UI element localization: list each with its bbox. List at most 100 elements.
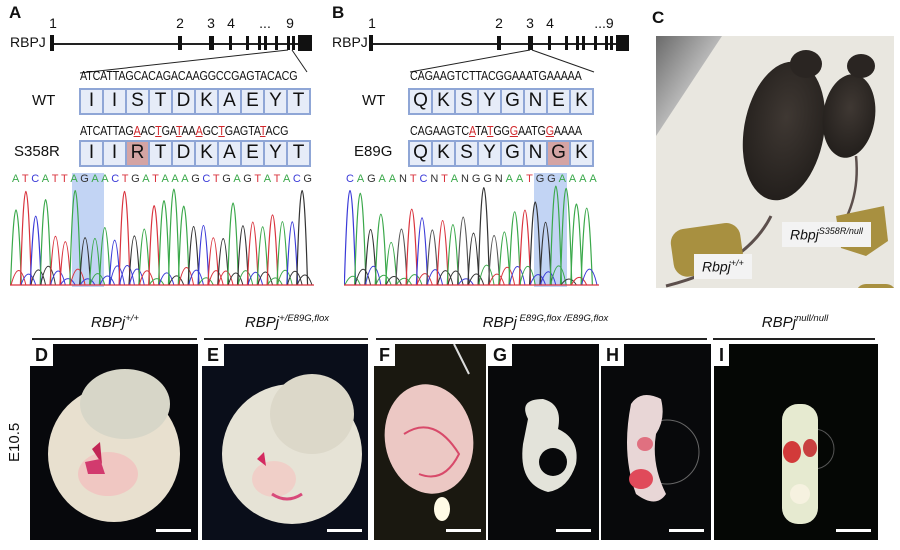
mice-illustration: [656, 36, 894, 288]
gene-name-a: RBPJ: [10, 34, 46, 50]
base-call: G: [191, 173, 200, 185]
base-call: T: [526, 173, 533, 185]
amino-acid-cell: I: [104, 90, 125, 113]
base-call: A: [568, 173, 577, 185]
mutated-base: T: [218, 124, 225, 138]
gene-name-b: RBPJ: [332, 34, 368, 50]
base-call: G: [243, 173, 252, 185]
exon-label-1: 1: [368, 15, 376, 31]
amino-acid-cell: K: [571, 142, 592, 165]
base-call: T: [21, 173, 29, 185]
amino-acid-cell: G: [548, 142, 569, 165]
mutated-base: G: [545, 124, 554, 138]
base-call: A: [450, 173, 459, 185]
embryo-panel-i: I: [714, 344, 878, 540]
genotype-header-null: RBPjnull/null: [761, 313, 829, 331]
mutant-row-label: S358R: [14, 143, 60, 160]
mutated-base: A: [468, 124, 476, 138]
genotype-header-het-e89g: RBPj+/E89G,flox: [244, 313, 330, 331]
amino-acid-cell: R: [127, 142, 148, 165]
exon-label-9: ...9: [594, 15, 614, 31]
scale-bar: [669, 529, 704, 532]
base-call: G: [535, 173, 545, 185]
chromatogram-trace: [10, 188, 314, 286]
amino-acid-cell: Y: [265, 142, 286, 165]
mutant-row-label: E89G: [354, 143, 393, 160]
amino-acid-cell: N: [525, 90, 546, 113]
amino-acid-cell: E: [242, 90, 263, 113]
mutant-dna-sequence: ATCATTAGAACTGATAAAGCTGAGTATACG: [80, 124, 289, 138]
amino-acid-cell: A: [219, 90, 240, 113]
exon-label-3: 3: [526, 15, 534, 31]
embryo-image: [222, 374, 362, 524]
scale-bar: [446, 529, 481, 532]
base-call: A: [142, 173, 150, 185]
base-call: A: [101, 173, 109, 185]
base-call: A: [263, 173, 272, 185]
amino-acid-cell: K: [433, 142, 454, 165]
base-call: T: [254, 173, 262, 185]
wt-row-label: WT: [362, 92, 386, 109]
scale-bar: [556, 529, 591, 532]
mutated-base: A: [133, 124, 141, 138]
panel-label-a: A: [9, 3, 22, 22]
embryo-image: [48, 369, 180, 522]
base-call: G: [303, 173, 312, 185]
wt-row-label: WT: [32, 92, 56, 109]
base-call: C: [202, 173, 211, 185]
panel-label-f: F: [374, 344, 395, 366]
amino-acid-cell: K: [196, 142, 217, 165]
amino-acid-cell: Y: [479, 142, 500, 165]
amino-acid-cell: I: [81, 90, 102, 113]
amino-acid-cell: T: [288, 142, 309, 165]
genotype-header-wildtype: RBPj+/+: [91, 313, 139, 331]
mutated-base: T: [259, 124, 266, 138]
genotype-divider: [204, 338, 368, 340]
amino-acid-cell: T: [288, 90, 309, 113]
base-call: N: [494, 173, 503, 185]
base-call: T: [152, 173, 159, 185]
base-call: A: [282, 173, 291, 185]
scale-bar: [156, 529, 191, 532]
embryo-image: [384, 344, 474, 521]
amino-acid-cell: A: [219, 142, 240, 165]
exon-label-4: 4: [227, 15, 235, 31]
base-call: T: [121, 173, 129, 185]
amino-acid-cell: D: [173, 142, 194, 165]
amino-acid-cell: Y: [479, 90, 500, 113]
amino-acid-cell: N: [525, 142, 546, 165]
amino-acid-cell: Q: [410, 90, 431, 113]
base-call: G: [367, 173, 376, 185]
base-call: C: [419, 173, 428, 185]
zoom-lines: [409, 49, 595, 73]
amino-acid-cell: K: [571, 90, 592, 113]
wt-dna-sequence: CAGAAGTCTTACGGAAATGAAAAA: [410, 69, 582, 83]
amino-acid-cell: K: [433, 90, 454, 113]
mutant-dna-sequence: CAGAAGTCATATGGGAATGGAAAA: [410, 124, 582, 138]
wt-dna-sequence: ATCATTAGCACAGACAAGGCCGAGTACACG: [80, 69, 298, 83]
amino-acid-cell: E: [242, 142, 263, 165]
photo-label-mutant: RbpjS358R/null: [782, 222, 871, 247]
chromatogram-highlight: [72, 173, 104, 287]
base-call: A: [378, 173, 386, 185]
scale-bar: [327, 529, 362, 532]
base-call: N: [430, 173, 439, 185]
scale-bar: [836, 529, 871, 532]
base-call: T: [61, 173, 68, 185]
mutated-base: G: [509, 124, 518, 138]
base-call: C: [111, 173, 120, 185]
base-call: A: [233, 173, 241, 185]
genotype-header-hom-e89g: RBPj E89G,flox /E89G,flox: [482, 313, 609, 331]
amino-acid-cell: G: [502, 90, 523, 113]
amino-acid-cell: D: [173, 90, 194, 113]
exon-label-ellipsis: ...: [259, 15, 271, 31]
base-call: G: [222, 173, 231, 185]
amino-acid-cell: T: [150, 90, 171, 113]
embryo-panel-e: E: [202, 344, 368, 540]
base-call: A: [41, 173, 50, 185]
panel-label-h: H: [601, 344, 624, 366]
